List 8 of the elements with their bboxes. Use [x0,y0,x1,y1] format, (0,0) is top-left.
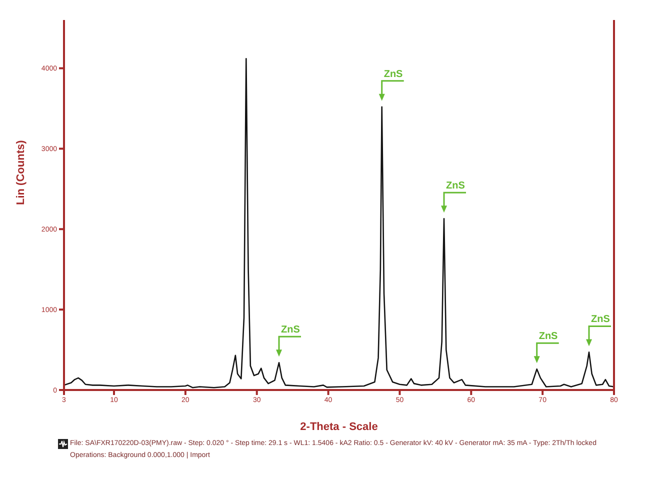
annotation: ZnS [446,180,466,192]
annotation: ZnS [281,324,300,336]
line-series [64,58,614,388]
y-axis-title: Lin (Counts) [14,140,27,205]
x-axis-title: 2-Theta - Scale [300,421,378,433]
annotation: ZnS [538,331,558,342]
annotation: ZnS [591,314,610,326]
annotation: ZnS [384,68,404,80]
